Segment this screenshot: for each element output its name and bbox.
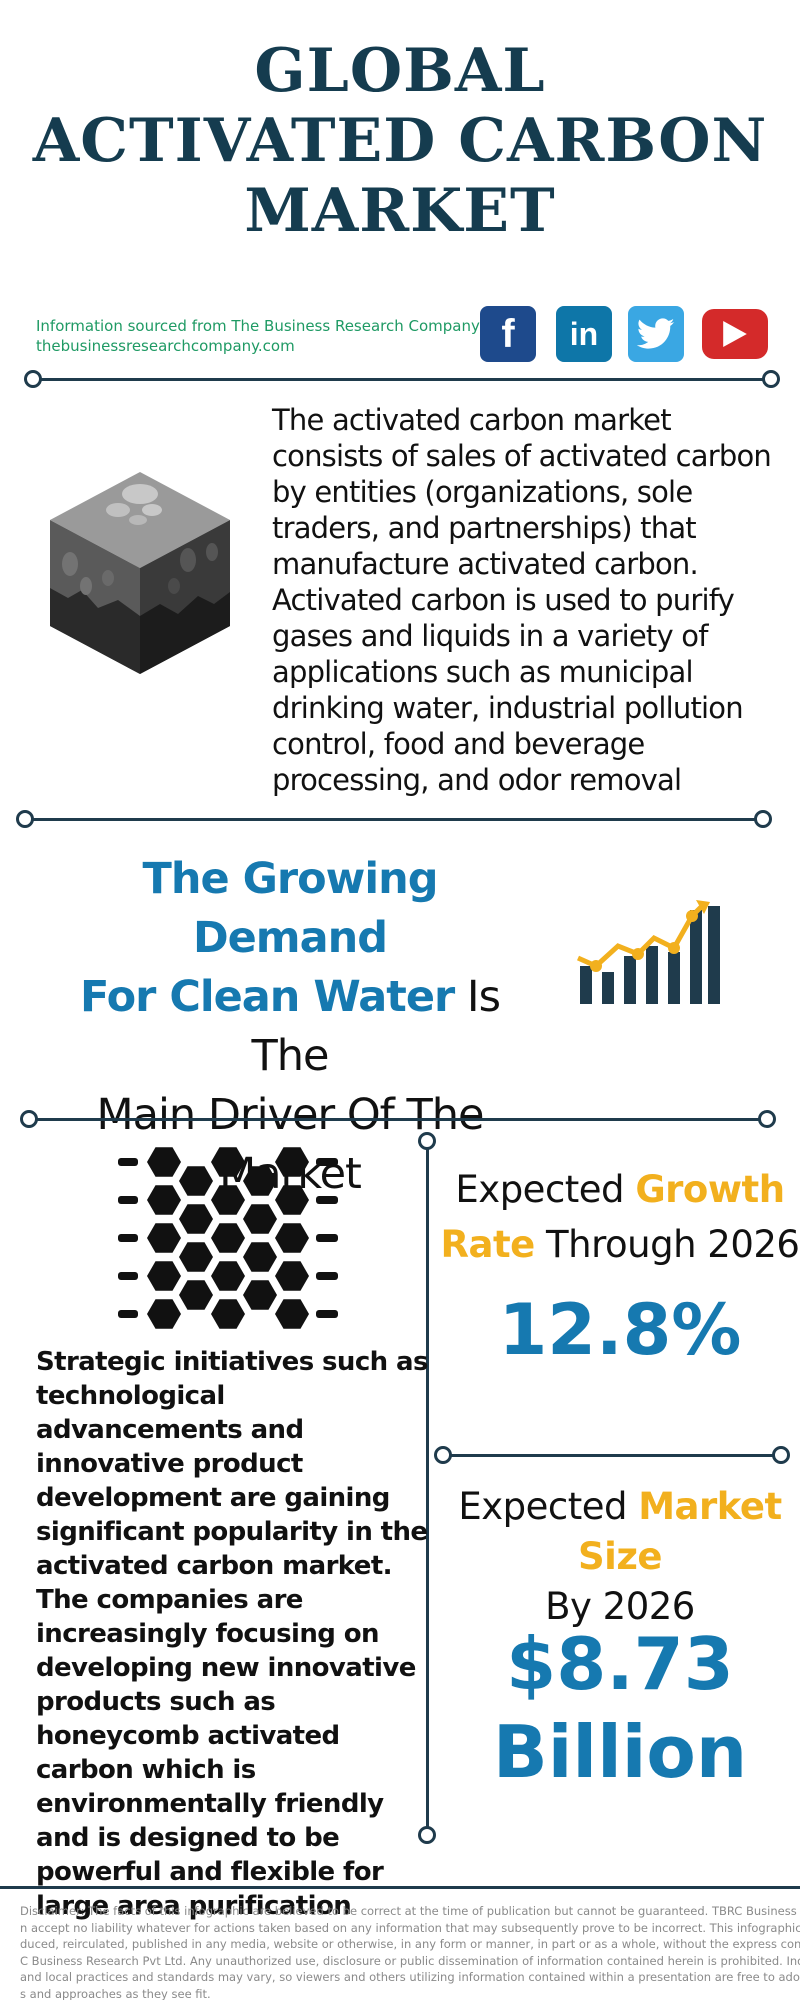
divider-3-left-dot <box>20 1110 38 1128</box>
title-line-1: GLOBAL <box>254 36 546 106</box>
twitter-icon[interactable] <box>628 306 684 362</box>
honeycomb-dash <box>118 1310 138 1318</box>
honeycomb-dash <box>118 1158 138 1166</box>
source-info: Information sourced from The Business Re… <box>36 316 480 356</box>
linkedin-icon[interactable]: in <box>556 306 612 362</box>
driver-highlight-1: The Growing Demand <box>142 854 439 963</box>
honeycomb-cell <box>179 1280 213 1310</box>
facebook-icon[interactable]: f <box>480 306 536 362</box>
honeycomb-cell <box>179 1204 213 1234</box>
twitter-bird-icon <box>637 318 675 349</box>
divider-4-left-dot <box>434 1446 452 1464</box>
honeycomb-cell <box>275 1223 309 1253</box>
divider-1-left-dot <box>24 370 42 388</box>
market-description: The activated carbon market consists of … <box>272 403 772 797</box>
strategic-initiatives-text: Strategic initiatives such as technologi… <box>36 1347 428 1921</box>
divider-2-right-dot <box>754 810 772 828</box>
growth-rate-label: Expected Growth Rate Through 2026 <box>440 1168 800 1266</box>
honeycomb-cell <box>243 1242 277 1272</box>
divider-3 <box>32 1118 768 1121</box>
market-size-amount: $8.73 <box>506 1622 734 1706</box>
title-line-2: ACTIVATED CARBON <box>32 106 768 176</box>
driver-text-2: Main Driver Of The <box>96 1090 485 1140</box>
honeycomb-dash <box>316 1196 338 1204</box>
market-size-label: Expected Market Size By 2026 <box>458 1485 782 1628</box>
honeycomb-cell <box>243 1204 277 1234</box>
disclaimer-line: s and approaches as they see fit. <box>20 1986 211 2000</box>
honeycomb-cell <box>211 1261 245 1291</box>
honeycomb-cell <box>147 1299 181 1329</box>
disclaimer-line: and local practices and standards may va… <box>20 1970 800 1984</box>
disclaimer: Disclaimer: The facts of this infographi… <box>20 1903 800 2000</box>
honeycomb-cell <box>179 1242 213 1272</box>
honeycomb-dash <box>316 1272 338 1280</box>
vertical-divider <box>426 1142 429 1836</box>
divider-1 <box>34 378 772 381</box>
market-size-unit: Billion <box>492 1710 748 1794</box>
disclaimer-line: n accept no liability whatever for actio… <box>20 1920 800 1935</box>
honeycomb-cell <box>147 1185 181 1215</box>
vertical-divider-top-dot <box>418 1132 436 1150</box>
market-driver: The Growing Demand For Clean Water Is Th… <box>40 850 540 1204</box>
honeycomb-cell <box>147 1223 181 1253</box>
honeycomb-cell <box>179 1166 213 1196</box>
honeycomb-dash <box>118 1272 138 1280</box>
disclaimer-line: C Business Research Pvt Ltd. Any unautho… <box>20 1953 800 1968</box>
driver-highlight-2: For Clean Water <box>79 972 455 1022</box>
divider-4 <box>444 1454 782 1457</box>
honeycomb-cell <box>275 1261 309 1291</box>
source-line: Information sourced from The Business Re… <box>36 317 480 335</box>
divider-5 <box>0 1886 800 1889</box>
honeycomb-cell <box>211 1185 245 1215</box>
title-line-3: MARKET <box>244 176 556 246</box>
page-title: GLOBAL ACTIVATED CARBON MARKET <box>0 36 800 246</box>
growth-rate-value: 12.8% <box>498 1289 742 1371</box>
honeycomb-cell <box>243 1280 277 1310</box>
honeycomb-dash <box>316 1234 338 1242</box>
honeycomb-cell <box>211 1223 245 1253</box>
disclaimer-line: duced, reirculated, published in any med… <box>20 1937 800 1951</box>
honeycomb-cell <box>211 1299 245 1329</box>
activated-carbon-cube-icon <box>50 472 230 674</box>
honeycomb-cell <box>275 1185 309 1215</box>
honeycomb-dash <box>316 1158 338 1166</box>
honeycomb-cell <box>147 1261 181 1291</box>
vertical-divider-bottom-dot <box>418 1826 436 1844</box>
honeycomb-dash <box>118 1234 138 1242</box>
youtube-icon[interactable] <box>702 309 768 359</box>
honeycomb-cell <box>211 1147 245 1177</box>
divider-3-right-dot <box>758 1110 776 1128</box>
divider-1-right-dot <box>762 370 780 388</box>
honeycomb-dash <box>316 1310 338 1318</box>
growth-chart-icon <box>576 900 720 1004</box>
play-icon <box>723 321 747 347</box>
honeycomb-cell <box>275 1147 309 1177</box>
honeycomb-cell <box>147 1147 181 1177</box>
honeycomb-dash <box>118 1196 138 1204</box>
honeycomb-cell <box>243 1166 277 1196</box>
divider-4-right-dot <box>772 1446 790 1464</box>
disclaimer-line: Disclaimer: The facts of this infographi… <box>20 1904 800 1918</box>
honeycomb-icon <box>118 1147 338 1329</box>
divider-2-left-dot <box>16 810 34 828</box>
divider-2 <box>28 818 764 821</box>
market-size-value: $8.73 Billion <box>440 1620 800 1796</box>
source-url[interactable]: thebusinessresearchcompany.com <box>36 337 295 355</box>
driver-text-1: Is The <box>251 972 501 1081</box>
honeycomb-cell <box>275 1299 309 1329</box>
